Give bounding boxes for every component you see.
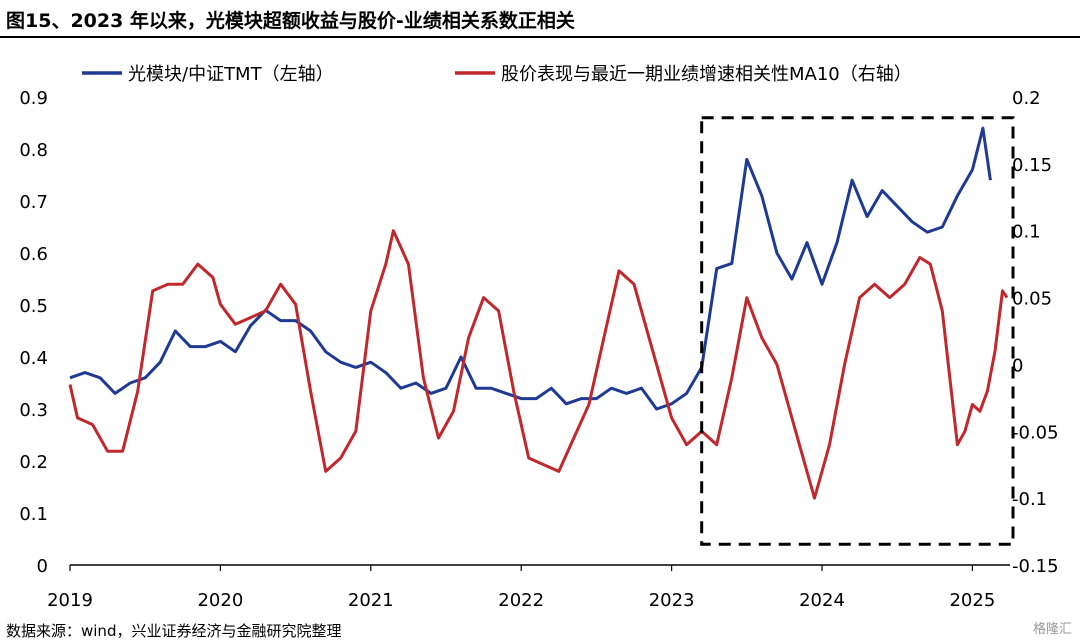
x-tick-label: 2023 <box>649 590 695 611</box>
y-left-tick-label: 0.5 <box>19 296 48 317</box>
y-left-tick-label: 0.1 <box>19 504 48 525</box>
annotation-group <box>700 116 1015 546</box>
source-note: 数据来源：wind，兴业证券经济与金融研究院整理 <box>6 622 342 640</box>
y-right-tick-label: -0.1 <box>1012 489 1047 510</box>
y-right-tick-label: -0.15 <box>1012 556 1059 577</box>
legend-label: 光模块/中证TMT（左轴） <box>128 64 334 85</box>
series-group <box>68 126 1009 500</box>
y-right-tick-label: 0 <box>1012 355 1023 376</box>
y-left-tick-label: 0.4 <box>19 348 48 369</box>
line-chart: 2019 2020 2021 2022 2023 2024 2025 0 0.1 0.2 0.3 0.… <box>19 64 1058 611</box>
series-line-optical-module <box>69 126 992 411</box>
y-right-tick-label: 0.2 <box>1012 88 1041 109</box>
y-left-tick-label: 0.6 <box>19 244 48 265</box>
legend-label: 股价表现与最近一期业绩增速相关性MA10（右轴） <box>501 64 912 85</box>
x-tick-label: 2024 <box>799 590 845 611</box>
y-left-tick-label: 0.3 <box>19 400 48 421</box>
y-left-tick-label: 0.2 <box>19 452 48 473</box>
x-tick-label: 2019 <box>47 590 93 611</box>
y-right-tick-label: -0.05 <box>1012 422 1059 443</box>
x-tick-label: 2025 <box>949 590 995 611</box>
legend: 光模块/中证TMT（左轴） 股价表现与最近一期业绩增速相关性MA10（右轴） <box>82 64 912 85</box>
x-tick-label: 2022 <box>498 590 544 611</box>
series-line-correlation <box>68 229 1009 500</box>
y-right-tick-label: 0.05 <box>1012 289 1052 310</box>
watermark: 格隆汇 <box>1032 622 1072 637</box>
figure-title: 图15、2023 年以来，光模块超额收益与股价-业绩相关系数正相关 <box>6 10 575 32</box>
y-right-tick-label: 0.1 <box>1012 222 1041 243</box>
y-left-tick-label: 0.8 <box>19 140 48 161</box>
dashed-highlight-box <box>700 116 1015 546</box>
x-tick-label: 2020 <box>197 590 243 611</box>
x-tick-label: 2021 <box>348 590 394 611</box>
axes-group: 2019 2020 2021 2022 2023 2024 2025 0 0.1 0.2 0.3 0.… <box>19 88 1058 611</box>
y-left-tick-label: 0.7 <box>19 192 48 213</box>
y-right-tick-label: 0.15 <box>1012 155 1052 176</box>
y-left-tick-label: 0 <box>37 556 48 577</box>
y-left-tick-label: 0.9 <box>19 88 48 109</box>
title-divider <box>0 36 1080 38</box>
